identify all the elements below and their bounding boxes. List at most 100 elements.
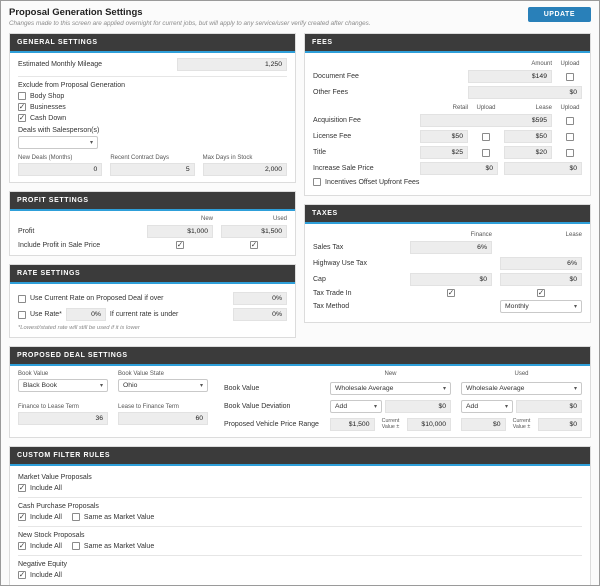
document-fee-label: Document Fee xyxy=(313,73,359,80)
two-column-layout: GENERAL SETTINGS Estimated Monthly Milea… xyxy=(9,33,591,338)
new-stock-include-all-checkbox[interactable] xyxy=(18,542,26,550)
deviation-used-op-select[interactable]: Add ▾ xyxy=(461,400,513,413)
book-value-state-label: Book Value State xyxy=(118,371,164,377)
lease-to-finance-term-input[interactable] xyxy=(118,412,208,425)
title-fee-lease-upload-checkbox[interactable] xyxy=(566,148,574,157)
cap-finance-input[interactable] xyxy=(410,273,492,286)
profit-col-used: Used xyxy=(272,216,287,222)
new-stock-same-as-market-checkbox[interactable] xyxy=(71,542,80,550)
use-current-rate-checkbox[interactable] xyxy=(18,294,26,303)
license-fee-retail-upload-checkbox[interactable] xyxy=(482,132,490,141)
max-days-in-stock-input[interactable] xyxy=(202,163,287,176)
license-fee-lease-upload-checkbox[interactable] xyxy=(566,132,574,141)
book-value-new-select[interactable]: Wholesale Average ▾ xyxy=(330,382,451,395)
license-fee-retail-input[interactable] xyxy=(420,130,468,143)
custom-filter-rules-header: CUSTOM FILTER RULES xyxy=(10,447,590,466)
negative-equity-include-all-checkbox[interactable] xyxy=(18,571,26,579)
price-range-used-low-input[interactable] xyxy=(461,418,506,431)
price-range-new-high-input[interactable] xyxy=(406,418,451,431)
tax-trade-in-lease-checkbox[interactable] xyxy=(537,289,545,297)
title-fee-retail-input[interactable] xyxy=(420,146,468,159)
update-button-top[interactable]: UPDATE xyxy=(527,7,591,22)
book-value-used-select[interactable]: Wholesale Average ▾ xyxy=(461,382,582,395)
cash-down-checkbox[interactable] xyxy=(18,114,26,122)
tax-method-selected-value: Monthly xyxy=(505,303,529,310)
highway-use-tax-lease-input[interactable] xyxy=(500,257,582,270)
cash-purchase-include-all-checkbox[interactable] xyxy=(18,513,26,521)
fees-col-amount: Amount xyxy=(531,61,552,67)
title-fee-label: Title xyxy=(313,149,326,156)
businesses-label: Businesses xyxy=(30,103,66,111)
document-fee-upload-checkbox[interactable] xyxy=(566,72,574,81)
use-rate-input[interactable] xyxy=(65,308,106,321)
right-column: FEES Amount Upload Document Fee Other Fe… xyxy=(304,33,591,323)
general-numeric-fields: New Deals (Months) Recent Contract Days … xyxy=(18,155,287,176)
profit-used-input[interactable] xyxy=(221,225,287,238)
cap-lease-input[interactable] xyxy=(500,273,582,286)
exclude-cash-down-option[interactable]: Cash Down xyxy=(18,114,287,122)
acquisition-fee-upload-checkbox[interactable] xyxy=(566,116,574,125)
price-range-new-low-input[interactable] xyxy=(330,418,375,431)
license-fee-label: License Fee xyxy=(313,133,352,140)
rate-footnote: *Lowest/stated rate will still be used i… xyxy=(18,325,140,331)
acquisition-fee-lease-input[interactable] xyxy=(420,114,552,127)
exclude-businesses-option[interactable]: Businesses xyxy=(18,103,287,111)
if-current-rate-under-input[interactable] xyxy=(233,308,287,321)
mileage-input[interactable] xyxy=(177,58,287,71)
deviation-used-input[interactable] xyxy=(516,400,582,413)
tax-trade-in-finance-checkbox[interactable] xyxy=(447,289,455,297)
increase-sale-price-retail-input[interactable] xyxy=(420,162,498,175)
incentives-offset-label: Incentives Offset Upfront Fees xyxy=(325,178,420,186)
book-value-state-selected-value: Ohio xyxy=(123,382,138,389)
negative-equity-group: Negative Equity Include All xyxy=(18,561,582,579)
profit-new-input[interactable] xyxy=(147,225,213,238)
profit-label: Profit xyxy=(18,228,35,235)
use-current-rate-input[interactable] xyxy=(233,292,287,305)
body-shop-checkbox[interactable] xyxy=(18,92,26,100)
book-value-select[interactable]: Black Book ▾ xyxy=(18,379,108,392)
finance-to-lease-term-input[interactable] xyxy=(18,412,108,425)
include-profit-used-checkbox[interactable] xyxy=(250,241,258,249)
chevron-down-icon: ▾ xyxy=(373,404,377,410)
book-value-state-select[interactable]: Ohio ▾ xyxy=(118,379,208,392)
price-range-used-high-input[interactable] xyxy=(537,418,582,431)
include-profit-new-checkbox[interactable] xyxy=(176,241,184,249)
page-subtitle: Changes made to this screen are applied … xyxy=(9,20,371,27)
exclude-body-shop-option[interactable]: Body Shop xyxy=(18,92,287,100)
negative-equity-label: Negative Equity xyxy=(18,561,68,568)
price-range-used-mid-label: Current Value ± xyxy=(512,417,531,430)
fees-col-retail: Retail xyxy=(452,105,468,111)
use-rate-checkbox[interactable] xyxy=(18,310,26,319)
salesperson-select[interactable]: ▾ xyxy=(18,136,98,149)
document-fee-input[interactable] xyxy=(468,70,552,83)
title-fee-retail-upload-checkbox[interactable] xyxy=(482,148,490,157)
sales-tax-finance-input[interactable] xyxy=(410,241,492,254)
incentives-offset-option[interactable]: Incentives Offset Upfront Fees xyxy=(313,178,582,186)
title-fee-lease-input[interactable] xyxy=(504,146,552,159)
businesses-checkbox[interactable] xyxy=(18,103,26,111)
page-title: Proposal Generation Settings xyxy=(9,7,143,18)
same-as-market-value-label: Same as Market Value xyxy=(83,513,155,521)
cash-purchase-proposals-label: Cash Purchase Proposals xyxy=(18,503,99,510)
cash-purchase-same-as-market-checkbox[interactable] xyxy=(71,513,80,521)
increase-sale-price-lease-input[interactable] xyxy=(504,162,582,175)
market-value-include-all-checkbox[interactable] xyxy=(18,484,26,492)
page-titles: Proposal Generation Settings Changes mad… xyxy=(9,7,371,27)
chevron-down-icon: ▾ xyxy=(573,304,577,310)
proposed-book-value-label: Book Value xyxy=(224,385,260,392)
general-settings-card: GENERAL SETTINGS Estimated Monthly Milea… xyxy=(9,33,296,183)
new-stock-proposals-group: New Stock Proposals Include All Same as … xyxy=(18,532,582,550)
proposed-deal-settings-card: PROPOSED DEAL SETTINGS Book Value Black … xyxy=(9,346,591,438)
deviation-new-op-select[interactable]: Add ▾ xyxy=(330,400,382,413)
deviation-new-input[interactable] xyxy=(385,400,451,413)
include-all-label: Include All xyxy=(30,571,62,579)
other-fees-input[interactable] xyxy=(468,86,582,99)
tax-method-select[interactable]: Monthly ▾ xyxy=(500,300,582,313)
recent-contract-days-input[interactable] xyxy=(110,163,195,176)
license-fee-lease-input[interactable] xyxy=(504,130,552,143)
chevron-down-icon: ▾ xyxy=(504,404,508,410)
same-as-market-value-label: Same as Market Value xyxy=(83,542,155,550)
incentives-offset-checkbox[interactable] xyxy=(313,178,321,186)
market-value-proposals-group: Market Value Proposals Include All xyxy=(18,474,582,492)
new-deals-months-input[interactable] xyxy=(18,163,103,176)
